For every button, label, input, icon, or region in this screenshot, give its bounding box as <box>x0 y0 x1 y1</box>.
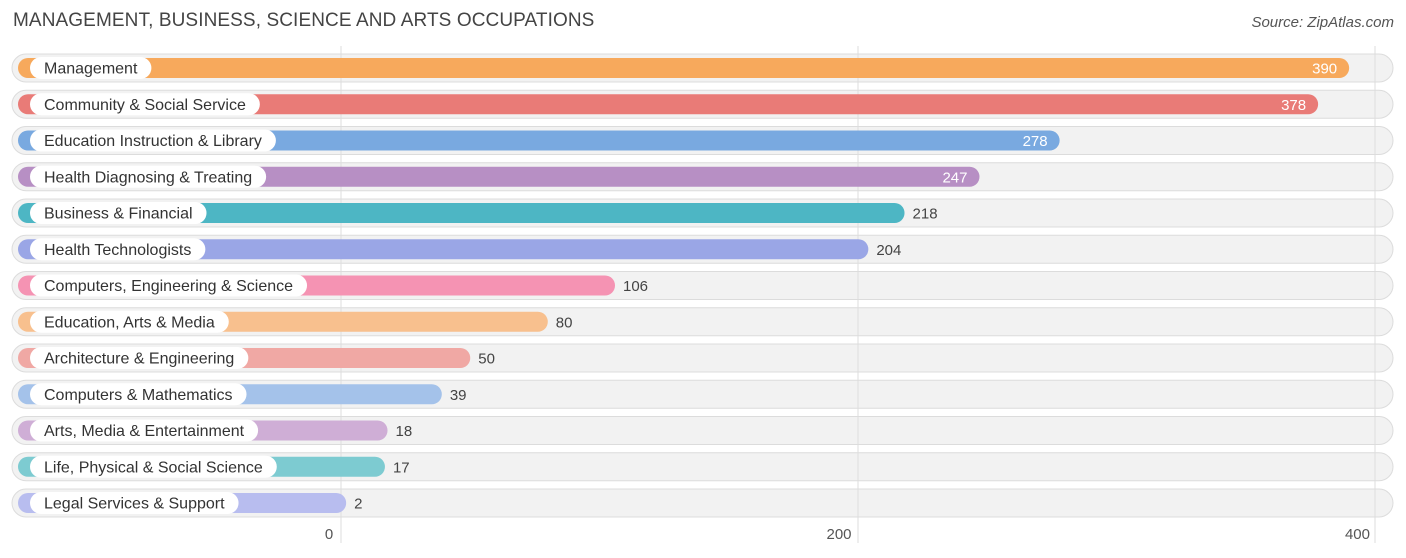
value-label: 278 <box>1023 133 1048 150</box>
bar <box>18 130 1060 151</box>
category-label: Education, Arts & Media <box>44 314 215 331</box>
category-label: Arts, Media & Entertainment <box>44 423 245 440</box>
category-label: Health Technologists <box>44 242 191 259</box>
value-label: 106 <box>623 278 648 295</box>
category-label-pill <box>30 347 249 369</box>
x-tick-label: 400 <box>1345 526 1370 543</box>
category-label: Health Diagnosing & Treating <box>44 169 252 186</box>
value-label: 390 <box>1312 61 1337 78</box>
bar <box>18 203 905 223</box>
category-label-pill <box>30 310 229 333</box>
value-label: 17 <box>393 459 410 476</box>
value-label: 204 <box>876 242 901 259</box>
bar <box>18 58 1350 78</box>
category-label: Legal Services & Support <box>44 496 225 513</box>
category-label-pill <box>30 165 267 188</box>
category-label: Community & Social Service <box>44 97 246 114</box>
bar <box>18 239 869 260</box>
category-label-pill <box>30 129 276 152</box>
category-label: Computers, Engineering & Science <box>44 278 293 295</box>
x-tick-label: 0 <box>325 526 333 543</box>
category-label: Life, Physical & Social Science <box>44 459 263 476</box>
category-label: Architecture & Engineering <box>44 351 234 368</box>
value-label: 39 <box>450 387 467 404</box>
value-label: 80 <box>556 314 573 331</box>
category-label-pill <box>30 93 260 116</box>
value-label: 50 <box>478 351 495 368</box>
source-credit: Source: ZipAtlas.com <box>1251 14 1394 31</box>
category-label: Business & Financial <box>44 206 193 223</box>
category-label: Computers & Mathematics <box>44 387 233 404</box>
value-label: 378 <box>1281 97 1306 114</box>
value-label: 2 <box>354 496 362 513</box>
x-tick-label: 200 <box>826 526 851 543</box>
category-label: Education Instruction & Library <box>44 133 262 150</box>
category-label-pill <box>30 57 152 79</box>
value-label: 247 <box>942 169 967 186</box>
category-label-pill <box>30 492 239 514</box>
category-label-pill <box>30 202 207 224</box>
category-label-pill <box>30 455 277 478</box>
category-label-pill <box>30 383 247 406</box>
bar-track <box>11 488 1394 518</box>
bar <box>18 94 1319 115</box>
category-label: Management <box>44 61 138 78</box>
category-label-pill <box>30 274 308 297</box>
value-label: 218 <box>913 206 938 223</box>
value-label: 18 <box>396 423 413 440</box>
chart-title: MANAGEMENT, BUSINESS, SCIENCE AND ARTS O… <box>13 10 595 31</box>
category-label-pill <box>30 419 259 442</box>
category-label-pill <box>30 238 206 261</box>
